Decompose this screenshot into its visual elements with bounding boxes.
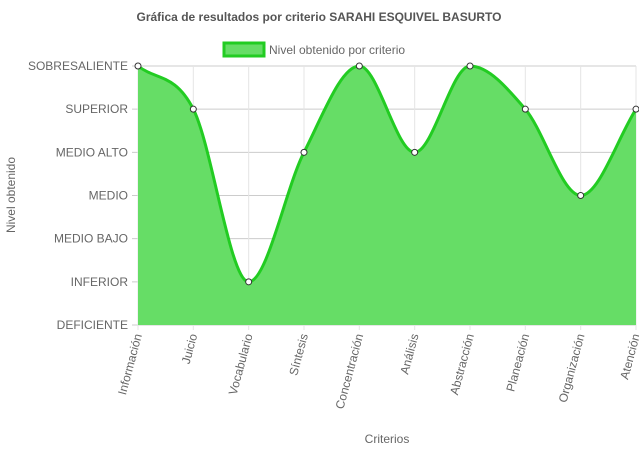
y-tick-label: MEDIO bbox=[89, 189, 128, 203]
x-tick-label: Análisis bbox=[397, 332, 421, 376]
data-point bbox=[189, 105, 197, 113]
y-tick-label: DEFICIENTE bbox=[57, 318, 128, 332]
y-tick-label: MEDIO ALTO bbox=[56, 145, 128, 159]
data-point bbox=[411, 148, 419, 156]
y-tick-label: SOBRESALIENTE bbox=[28, 59, 128, 73]
data-point bbox=[577, 192, 585, 199]
legend-swatch bbox=[222, 41, 266, 58]
data-point bbox=[355, 62, 363, 70]
data-point bbox=[134, 62, 142, 70]
y-tick-label: INFERIOR bbox=[71, 275, 129, 289]
data-points bbox=[134, 62, 639, 286]
x-tick-label: Atención bbox=[617, 332, 639, 381]
y-axis-title: Nivel obtenido bbox=[4, 157, 18, 233]
x-tick-label: Concentración bbox=[333, 332, 367, 410]
y-axis-ticks: DEFICIENTE INFERIOR MEDIO BAJO MEDIO MEDIO A… bbox=[28, 59, 128, 332]
legend-label: Nivel obtenido por criterio bbox=[269, 43, 405, 57]
legend[interactable]: Nivel obtenido por criterio bbox=[222, 41, 405, 58]
y-tick-label: SUPERIOR bbox=[65, 102, 128, 116]
data-point bbox=[632, 105, 639, 113]
data-point bbox=[466, 62, 474, 70]
x-tick-label: Planeación bbox=[503, 332, 532, 393]
y-tick-label: MEDIO BAJO bbox=[54, 232, 128, 246]
x-axis-ticks: Información Juicio Vocabulario Síntesis Conc… bbox=[115, 332, 639, 411]
x-axis-title: Criterios bbox=[365, 432, 410, 446]
x-tick-label: Juicio bbox=[179, 332, 201, 366]
x-tick-label: Vocabulario bbox=[226, 332, 256, 397]
x-tick-label: Organización bbox=[556, 332, 588, 404]
area-fill bbox=[138, 66, 636, 325]
data-point bbox=[245, 278, 253, 286]
x-tick-label: Información bbox=[115, 332, 145, 396]
area-series bbox=[137, 64, 638, 325]
data-point bbox=[300, 148, 308, 156]
series-line bbox=[137, 64, 638, 284]
chart-title: Gráfica de resultados por criterio SARAH… bbox=[137, 10, 502, 24]
data-point bbox=[521, 105, 529, 113]
x-tick-label: Abstracción bbox=[447, 332, 477, 396]
x-tick-label: Síntesis bbox=[286, 332, 311, 377]
